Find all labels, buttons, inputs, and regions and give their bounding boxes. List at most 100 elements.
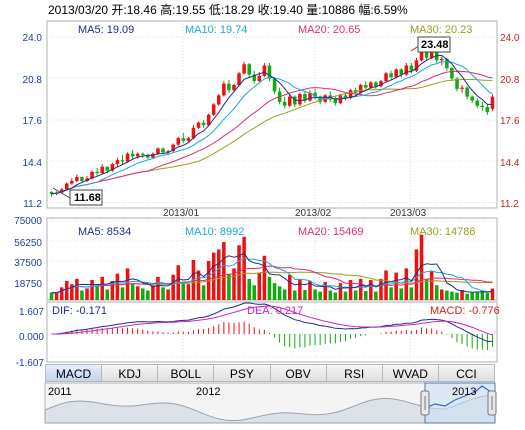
candle-body <box>333 99 338 104</box>
candle-body <box>227 83 231 91</box>
volume-bar <box>450 291 454 300</box>
candle-body <box>120 160 125 162</box>
volume-bar <box>348 279 353 300</box>
tab-rsi[interactable]: RSI <box>325 364 382 382</box>
volume-bar <box>369 279 373 300</box>
price-left-tick: 17.6 <box>23 116 43 127</box>
volume-bar <box>181 283 186 300</box>
candle-body <box>90 171 94 179</box>
candle-body <box>146 155 150 158</box>
volume-bar <box>267 276 272 300</box>
candle-body <box>485 107 490 113</box>
volume-bar <box>115 273 120 300</box>
vol-tick: 37500 <box>14 258 42 269</box>
candle-body <box>161 148 165 153</box>
macd-label: MACD: -0.776 <box>430 305 500 317</box>
volume-label: 量: <box>306 3 322 17</box>
volume-bar <box>409 287 414 300</box>
candle-body <box>318 96 322 102</box>
indicator-tabs: MACD KDJ BOLL PSY OBV RSI WVAD CCI <box>45 364 495 382</box>
candle-body <box>232 84 236 91</box>
tab-macd[interactable]: MACD <box>45 364 102 382</box>
macd-panel-frame <box>46 301 498 363</box>
candle-body <box>440 59 444 61</box>
candle-body <box>348 90 353 98</box>
ma30-label: MA30: 20.23 <box>410 24 472 36</box>
vol-tick: 18750 <box>14 279 42 290</box>
volume-bar <box>135 286 140 300</box>
volume-bar <box>161 287 165 300</box>
tab-boll[interactable]: BOLL <box>157 364 214 382</box>
candle-body <box>490 96 495 109</box>
quote-info-bar: 2013/03/20 开:18.46 高:19.55 低:18.29 收:19.… <box>0 0 525 20</box>
price-left-tick: 14.4 <box>23 158 43 169</box>
volume-bar <box>287 274 292 300</box>
candle-body <box>434 52 439 61</box>
tab-obv[interactable]: OBV <box>269 364 326 382</box>
close-value: 19.40 <box>272 3 303 17</box>
candle-body <box>384 73 388 82</box>
candle-body <box>429 52 434 58</box>
volume-bar <box>85 288 89 300</box>
tab-cci[interactable]: CCI <box>437 364 495 382</box>
tab-psy[interactable]: PSY <box>213 364 270 382</box>
volume-bar <box>419 234 424 300</box>
candle-body <box>460 87 464 89</box>
candle-body <box>222 83 226 96</box>
volume-bar <box>252 285 257 300</box>
change-label: 幅: <box>358 3 374 17</box>
volume-bar <box>480 290 485 300</box>
volume-bar <box>490 288 495 300</box>
volume-bar <box>429 271 434 300</box>
candle-body <box>49 191 54 194</box>
volume-bar <box>374 291 378 300</box>
ma5-line <box>51 54 493 195</box>
volume-bar <box>54 293 59 300</box>
ma20-label: MA20: 20.65 <box>298 24 360 36</box>
volume-bar <box>125 268 130 300</box>
volume-bar <box>379 278 383 300</box>
candle-body <box>135 153 140 157</box>
ma30-line <box>51 79 493 195</box>
navigator-selected-trace <box>424 385 496 409</box>
candle-body <box>379 81 383 87</box>
candle-body <box>414 60 419 71</box>
candle-body <box>475 100 480 106</box>
volume-bar <box>389 287 393 300</box>
min-price-box <box>69 189 103 206</box>
vol-ma10-line <box>51 257 493 294</box>
volume-bar <box>303 289 307 300</box>
navigator-year: 2012 <box>196 386 220 398</box>
candle-body <box>455 78 459 89</box>
volume-value: 10886 <box>321 3 355 17</box>
min-pointer <box>52 187 71 199</box>
candle-body <box>272 78 277 92</box>
candle-body <box>105 166 110 171</box>
macd-lines <box>51 302 493 342</box>
volume-bar <box>146 290 150 300</box>
volume-bar <box>171 274 175 300</box>
quote-date: 2013/03/20 <box>48 3 109 17</box>
price-right-tick: 20.8 <box>500 75 520 86</box>
candle-body <box>409 65 414 71</box>
volume-bar <box>95 285 99 300</box>
volume-bar <box>328 290 333 300</box>
volume-bar <box>100 276 104 300</box>
candle-body <box>201 122 206 126</box>
candle-body <box>115 160 120 165</box>
tab-kdj[interactable]: KDJ <box>101 364 158 382</box>
candle-body <box>445 59 449 69</box>
volume-bar <box>201 285 206 300</box>
candle-body <box>424 47 429 58</box>
macd-tick: -1.607 <box>16 358 45 369</box>
tab-wvad[interactable]: WVAD <box>381 364 438 382</box>
price-left-tick: 11.2 <box>23 199 42 210</box>
volume-bar <box>211 252 216 300</box>
volume-bar <box>242 236 246 300</box>
candle-body <box>298 94 302 105</box>
candle-body <box>171 144 175 152</box>
candle-body <box>389 73 393 78</box>
candle-body <box>267 65 272 79</box>
volume-bar <box>434 285 439 300</box>
